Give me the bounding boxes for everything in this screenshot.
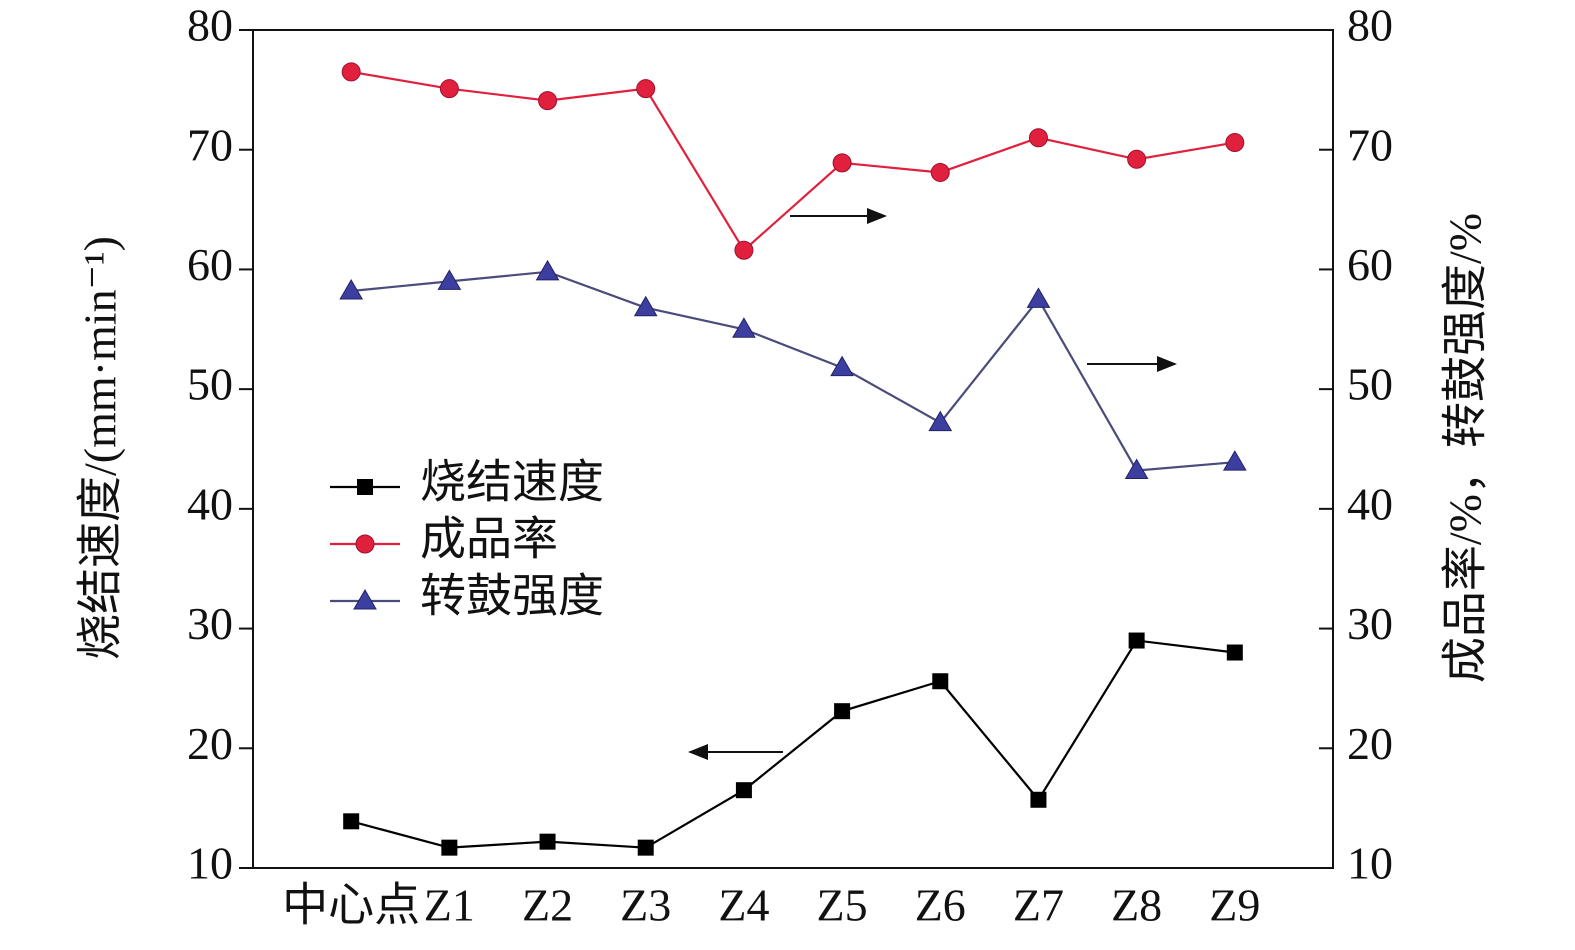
- x-tick-label: 中心点: [282, 880, 420, 931]
- y2-tick-label: 30: [1347, 598, 1393, 649]
- x-tick-label: Z5: [817, 880, 868, 931]
- data-point: [735, 782, 752, 799]
- x-tick-label: Z6: [915, 880, 966, 931]
- y-tick-label: 50: [187, 359, 233, 410]
- y2-tick-label: 70: [1347, 119, 1393, 170]
- data-point: [1222, 450, 1247, 471]
- data-point: [832, 153, 852, 173]
- data-point: [539, 833, 556, 850]
- y-tick-label: 30: [187, 598, 233, 649]
- x-tick-label: Z3: [620, 880, 671, 931]
- data-point: [932, 673, 949, 690]
- data-point: [1225, 133, 1245, 153]
- data-point: [1030, 791, 1047, 808]
- y2-tick-label: 10: [1347, 838, 1393, 889]
- legend-label: 烧结速度: [420, 457, 604, 508]
- data-point: [341, 62, 361, 82]
- x-tick-label: Z9: [1209, 880, 1260, 931]
- data-point: [633, 295, 658, 317]
- y-tick-label: 60: [187, 239, 233, 290]
- y2-tick-label: 60: [1347, 239, 1393, 290]
- y2-tick-label: 80: [1347, 0, 1393, 51]
- y2-tick-label: 50: [1347, 359, 1393, 410]
- y2-tick-label: 20: [1347, 718, 1393, 769]
- data-point: [636, 79, 656, 99]
- data-point: [830, 355, 854, 377]
- y-tick-label: 40: [187, 478, 233, 529]
- series-line: [350, 70, 1236, 252]
- legend-marker: [353, 589, 377, 610]
- data-point: [437, 269, 462, 290]
- data-point: [637, 839, 654, 856]
- x-tick-label: Z8: [1111, 880, 1162, 931]
- x-tick-label: Z4: [718, 880, 769, 931]
- legend-label: 成品率: [420, 514, 558, 565]
- series-line: [350, 639, 1235, 849]
- data-point: [1028, 128, 1048, 148]
- x-tick-label: Z7: [1013, 880, 1064, 931]
- data-point: [339, 278, 364, 300]
- data-point: [439, 79, 459, 99]
- data-point: [1226, 644, 1243, 661]
- legend-label: 转鼓强度: [420, 571, 604, 622]
- y2-axis-label: 成品率/%，转鼓强度/%: [1440, 213, 1491, 683]
- data-point: [732, 317, 756, 338]
- data-point: [734, 240, 754, 260]
- data-point: [1128, 632, 1145, 649]
- data-point: [441, 839, 458, 856]
- legend-marker: [355, 534, 375, 554]
- data-point: [928, 410, 953, 432]
- y-tick-label: 20: [187, 718, 233, 769]
- series-line: [351, 270, 1235, 472]
- data-point: [1124, 458, 1149, 480]
- y-tick-label: 80: [187, 0, 233, 51]
- x-tick-label: Z2: [522, 880, 573, 931]
- data-point: [538, 91, 558, 111]
- plot-frame: [252, 29, 1334, 869]
- y-axis-label: 烧结速度/(mm·min⁻¹): [75, 236, 126, 660]
- y2-tick-label: 40: [1347, 478, 1393, 529]
- y-tick-label: 10: [187, 838, 233, 889]
- data-point: [1127, 149, 1147, 169]
- data-point: [535, 259, 560, 281]
- y-tick-label: 70: [187, 119, 233, 170]
- x-tick-label: Z1: [424, 880, 475, 931]
- data-point: [930, 162, 950, 182]
- legend-marker: [357, 479, 373, 495]
- data-point: [1026, 287, 1051, 308]
- data-point: [343, 813, 360, 830]
- data-point: [834, 703, 851, 720]
